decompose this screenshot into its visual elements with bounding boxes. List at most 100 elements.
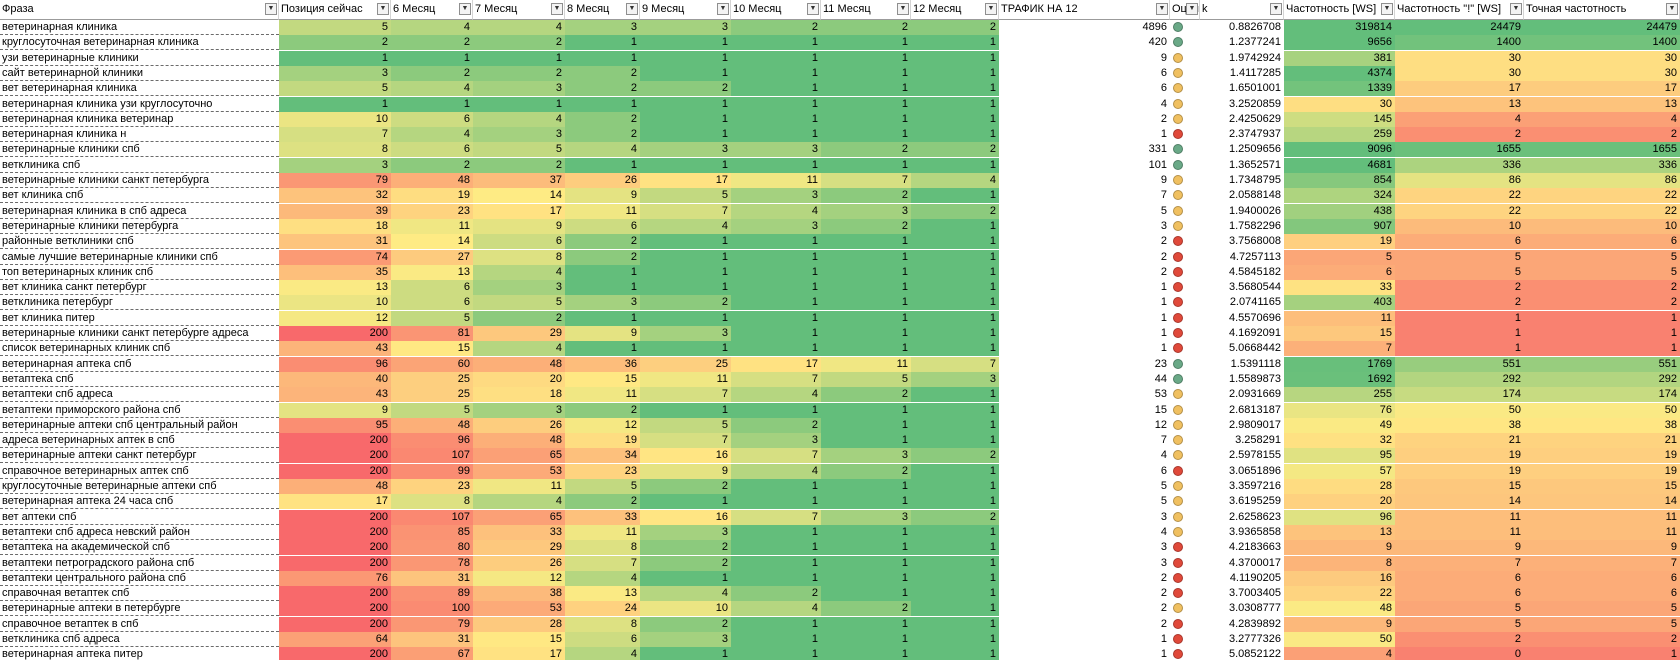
cell-phrase[interactable]: круглосуточная ветеринарная клиника [0,35,279,51]
cell-frequency-ws[interactable]: 57 [1284,463,1395,479]
cell-exact-frequency[interactable]: 30 [1524,65,1680,81]
cell-traffic-12[interactable]: 5 [999,479,1170,494]
column-header-month-9[interactable]: 9 Месяц ▼ [640,0,731,20]
cell-exact-frequency[interactable]: 174 [1524,387,1680,403]
cell-position-now[interactable]: 10 [279,295,391,311]
cell-score[interactable]: 15.99798415 [1170,647,1281,660]
cell-frequency-exclaim-ws[interactable]: 14 [1395,494,1524,510]
cell-month-8[interactable]: 1 [565,280,640,296]
cell-month-7[interactable]: 8 [473,249,565,265]
cell-traffic-12[interactable]: 12 [999,417,1170,433]
cell-traffic-12[interactable]: 2 [999,264,1170,280]
cell-month-7[interactable]: 6 [473,234,565,250]
cell-frequency-exclaim-ws[interactable]: 22 [1395,203,1524,219]
cell-score[interactable]: 24.00244327 [1170,463,1281,479]
cell-exact-frequency[interactable]: 1400 [1524,35,1680,51]
cell-frequency-ws[interactable]: 28 [1284,479,1395,494]
cell-exact-frequency[interactable]: 11 [1524,509,1680,525]
cell-score[interactable]: 50.24374268 [1170,402,1281,418]
cell-exact-frequency[interactable]: 19 [1524,463,1680,479]
cell-frequency-exclaim-ws[interactable]: 9 [1395,540,1524,556]
cell-month-8[interactable]: 11 [565,524,640,540]
cell-frequency-ws[interactable]: 1339 [1284,81,1395,97]
cell-month-8[interactable]: 19 [565,433,640,449]
cell-month-6[interactable]: 99 [391,463,473,479]
cell-exact-frequency[interactable]: 1 [1524,341,1680,357]
cell-month-6[interactable]: 107 [391,448,473,464]
cell-frequency-ws[interactable]: 76 [1284,402,1395,418]
cell-frequency-exclaim-ws[interactable]: 7 [1395,555,1524,571]
cell-phrase[interactable]: ветаптеки петроградского района спб [0,555,279,571]
cell-position-now[interactable]: 40 [279,371,391,387]
cell-score[interactable]: 54.73125241 [1170,65,1281,81]
cell-month-10[interactable]: 1 [731,326,821,341]
cell-frequency-exclaim-ws[interactable]: 6 [1395,570,1524,586]
cell-score[interactable]: 29.23702879 [1170,555,1281,571]
cell-month-12[interactable]: 1 [911,280,999,296]
cell-k[interactable]: 3.0651896 [1200,463,1284,479]
cell-position-now[interactable]: 1 [279,96,391,112]
cell-position-now[interactable]: 43 [279,387,391,403]
filter-dropdown-icon[interactable]: ▼ [459,3,471,15]
cell-month-6[interactable]: 4 [391,127,473,143]
cell-frequency-exclaim-ws[interactable]: 1400 [1395,35,1524,51]
cell-traffic-12[interactable]: 3 [999,540,1170,556]
cell-month-11[interactable]: 1 [821,280,911,296]
cell-exact-frequency[interactable]: 22 [1524,203,1680,219]
cell-month-11[interactable]: 5 [821,371,911,387]
cell-month-8[interactable]: 1 [565,157,640,173]
cell-month-7[interactable]: 38 [473,586,565,602]
cell-phrase[interactable]: ветаптеки спб адреса невский район [0,524,279,540]
cell-month-8[interactable]: 6 [565,218,640,234]
filter-dropdown-icon[interactable]: ▼ [897,3,909,15]
cell-month-7[interactable]: 29 [473,540,565,556]
cell-traffic-12[interactable]: 3 [999,509,1170,525]
cell-phrase[interactable]: ветеринарные аптеки в петербурге [0,601,279,617]
cell-exact-frequency[interactable]: 1655 [1524,142,1680,158]
cell-month-8[interactable]: 1 [565,341,640,357]
cell-k[interactable]: 5.0852122 [1200,647,1284,660]
cell-month-9[interactable]: 16 [640,509,731,525]
column-header-phrase[interactable]: Фраза ▼ [0,0,279,20]
column-header-exact-frequency[interactable]: Точная частотность ▼ [1524,0,1680,20]
cell-exact-frequency[interactable]: 22 [1524,188,1680,204]
cell-month-12[interactable]: 1 [911,234,999,250]
cell-traffic-12[interactable]: 4 [999,524,1170,540]
cell-k[interactable]: 1.2509656 [1200,142,1284,158]
cell-exact-frequency[interactable]: 2 [1524,280,1680,296]
cell-month-6[interactable]: 25 [391,371,473,387]
cell-k[interactable]: 2.3747937 [1200,127,1284,143]
cell-frequency-exclaim-ws[interactable]: 11 [1395,509,1524,525]
cell-score[interactable]: 28.80488554 [1170,234,1281,250]
cell-month-11[interactable]: 1 [821,341,911,357]
cell-k[interactable]: 3.258291 [1200,433,1284,449]
cell-phrase[interactable]: ветаптека на академической спб [0,540,279,556]
cell-month-10[interactable]: 3 [731,433,821,449]
cell-frequency-exclaim-ws[interactable]: 50 [1395,402,1524,418]
cell-month-8[interactable]: 2 [565,127,640,143]
cell-month-7[interactable]: 3 [473,81,565,97]
cell-month-8[interactable]: 1 [565,35,640,51]
cell-frequency-exclaim-ws[interactable]: 4 [1395,111,1524,127]
cell-month-11[interactable]: 1 [821,96,911,112]
cell-exact-frequency[interactable]: 5 [1524,249,1680,265]
cell-exact-frequency[interactable]: 17 [1524,81,1680,97]
cell-month-8[interactable]: 1 [565,96,640,112]
cell-traffic-12[interactable]: 2 [999,111,1170,127]
cell-traffic-12[interactable]: 23 [999,356,1170,372]
cell-k[interactable]: 1.9742924 [1200,50,1284,66]
cell-position-now[interactable]: 200 [279,433,391,449]
cell-frequency-exclaim-ws[interactable]: 13 [1395,96,1524,112]
cell-month-9[interactable]: 1 [640,96,731,112]
cell-month-11[interactable]: 1 [821,647,911,660]
cell-k[interactable]: 1.2377241 [1200,35,1284,51]
cell-frequency-ws[interactable]: 4681 [1284,157,1395,173]
cell-frequency-ws[interactable]: 854 [1284,173,1395,188]
cell-phrase[interactable]: ветеринарные клиники спб [0,142,279,158]
cell-traffic-12[interactable]: 6 [999,65,1170,81]
cell-month-8[interactable]: 15 [565,371,640,387]
cell-month-6[interactable]: 6 [391,142,473,158]
cell-k[interactable]: 1.7348795 [1200,173,1284,188]
cell-position-now[interactable]: 200 [279,509,391,525]
cell-month-8[interactable]: 9 [565,188,640,204]
